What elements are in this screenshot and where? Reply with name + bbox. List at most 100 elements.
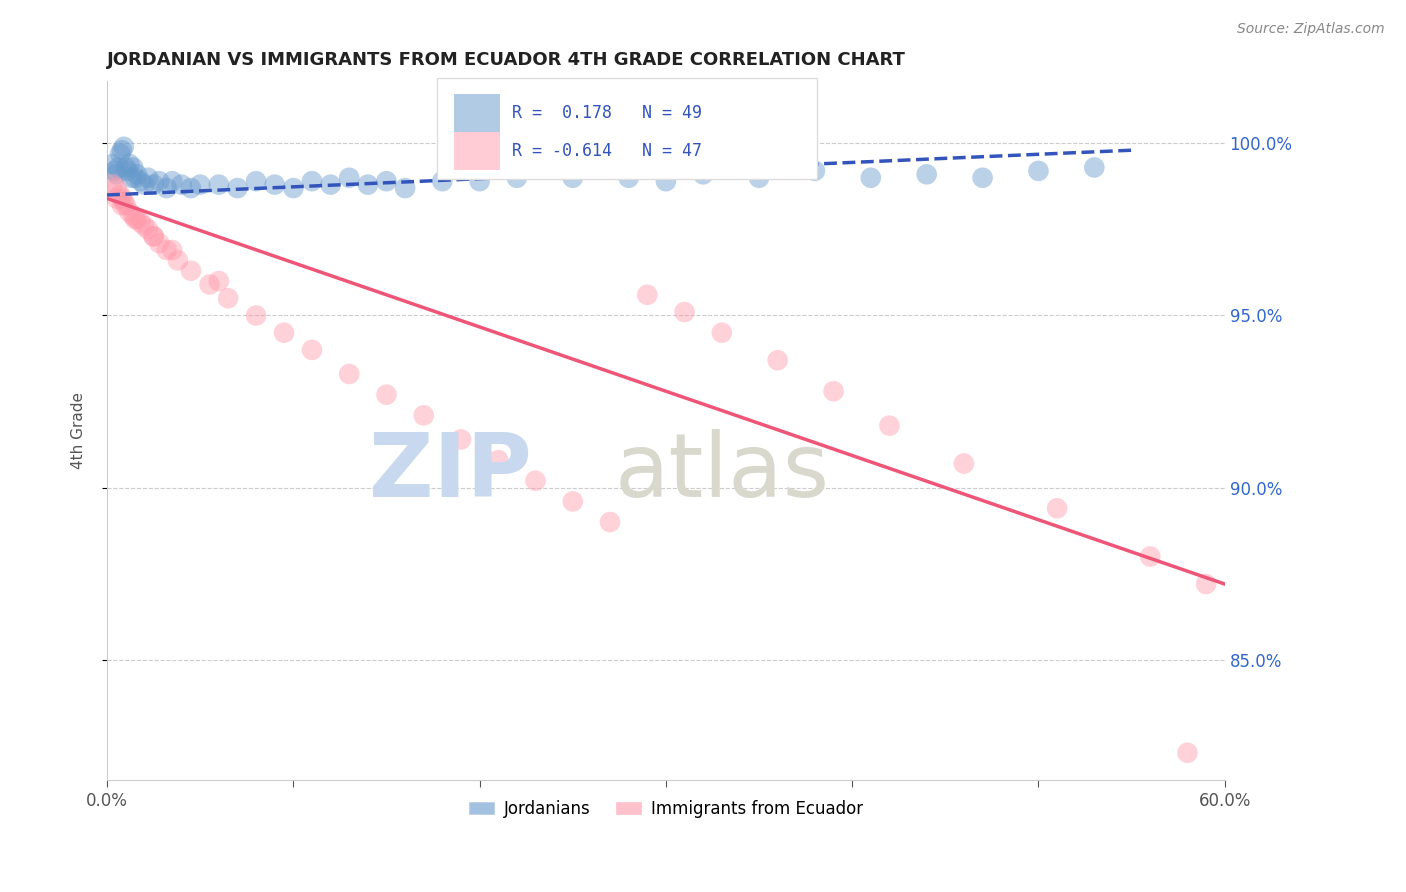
Point: [273, 326, 295, 340]
Point: [804, 164, 827, 178]
Point: [524, 474, 547, 488]
Point: [136, 222, 159, 236]
Point: [561, 494, 583, 508]
Point: [1028, 164, 1050, 178]
Legend: Jordanians, Immigrants from Ecuador: Jordanians, Immigrants from Ecuador: [463, 793, 869, 824]
Point: [105, 167, 128, 181]
Point: [117, 164, 139, 178]
Point: [879, 418, 901, 433]
Point: [129, 215, 152, 229]
Point: [450, 433, 472, 447]
Point: [263, 178, 285, 192]
Point: [114, 161, 136, 175]
Point: [156, 181, 179, 195]
Point: [111, 143, 134, 157]
Point: [673, 305, 696, 319]
Point: [122, 161, 145, 175]
Point: [283, 181, 305, 195]
Point: [468, 174, 491, 188]
FancyBboxPatch shape: [437, 78, 817, 179]
Point: [107, 161, 129, 175]
Point: [953, 457, 976, 471]
Point: [162, 243, 184, 257]
Point: [134, 219, 156, 233]
Point: [103, 164, 125, 178]
Point: [122, 209, 145, 223]
Point: [162, 174, 184, 188]
Point: [766, 353, 789, 368]
FancyBboxPatch shape: [454, 94, 501, 132]
Point: [245, 174, 267, 188]
Point: [217, 291, 239, 305]
Point: [636, 288, 658, 302]
Point: [915, 167, 938, 181]
Text: R = -0.614   N = 47: R = -0.614 N = 47: [512, 142, 702, 161]
Point: [108, 188, 131, 202]
Point: [114, 198, 136, 212]
Point: [112, 194, 135, 209]
Point: [129, 174, 152, 188]
Point: [692, 167, 714, 181]
Point: [198, 277, 221, 292]
Point: [136, 170, 159, 185]
Point: [226, 181, 249, 195]
Point: [710, 326, 733, 340]
Point: [108, 146, 131, 161]
Point: [118, 205, 141, 219]
Text: JORDANIAN VS IMMIGRANTS FROM ECUADOR 4TH GRADE CORRELATION CHART: JORDANIAN VS IMMIGRANTS FROM ECUADOR 4TH…: [107, 51, 905, 69]
Point: [319, 178, 342, 192]
Point: [142, 178, 165, 192]
Point: [112, 140, 135, 154]
Point: [120, 170, 142, 185]
Point: [180, 263, 202, 277]
Point: [748, 170, 770, 185]
Point: [156, 243, 179, 257]
Point: [188, 178, 211, 192]
Point: [1046, 501, 1069, 516]
Point: [180, 181, 202, 195]
Point: [111, 191, 134, 205]
Point: [1139, 549, 1161, 564]
Point: [1177, 746, 1199, 760]
Point: [105, 181, 128, 195]
FancyBboxPatch shape: [454, 132, 501, 170]
Point: [617, 170, 640, 185]
Point: [506, 170, 529, 185]
Point: [972, 170, 994, 185]
Point: [124, 212, 146, 227]
Y-axis label: 4th Grade: 4th Grade: [72, 392, 86, 469]
Point: [337, 367, 360, 381]
Point: [111, 198, 134, 212]
Point: [486, 453, 509, 467]
Text: atlas: atlas: [614, 429, 830, 516]
Point: [170, 178, 193, 192]
Point: [412, 409, 434, 423]
Point: [125, 167, 148, 181]
Point: [859, 170, 882, 185]
Point: [375, 387, 398, 401]
Point: [142, 229, 165, 244]
Text: Source: ZipAtlas.com: Source: ZipAtlas.com: [1237, 22, 1385, 37]
Point: [105, 191, 128, 205]
Point: [375, 174, 398, 188]
Point: [118, 157, 141, 171]
Point: [101, 157, 124, 171]
Point: [142, 229, 165, 244]
Point: [301, 174, 323, 188]
Point: [1083, 161, 1105, 175]
Point: [394, 181, 416, 195]
Point: [823, 384, 845, 399]
Point: [301, 343, 323, 357]
Text: ZIP: ZIP: [368, 429, 531, 516]
Point: [208, 274, 231, 288]
Point: [125, 212, 148, 227]
Point: [655, 174, 678, 188]
Point: [208, 178, 231, 192]
Text: R =  0.178   N = 49: R = 0.178 N = 49: [512, 103, 702, 122]
Point: [599, 515, 621, 529]
Point: [101, 178, 124, 192]
Point: [124, 170, 146, 185]
Point: [148, 236, 170, 251]
Point: [134, 178, 156, 192]
Point: [432, 174, 454, 188]
